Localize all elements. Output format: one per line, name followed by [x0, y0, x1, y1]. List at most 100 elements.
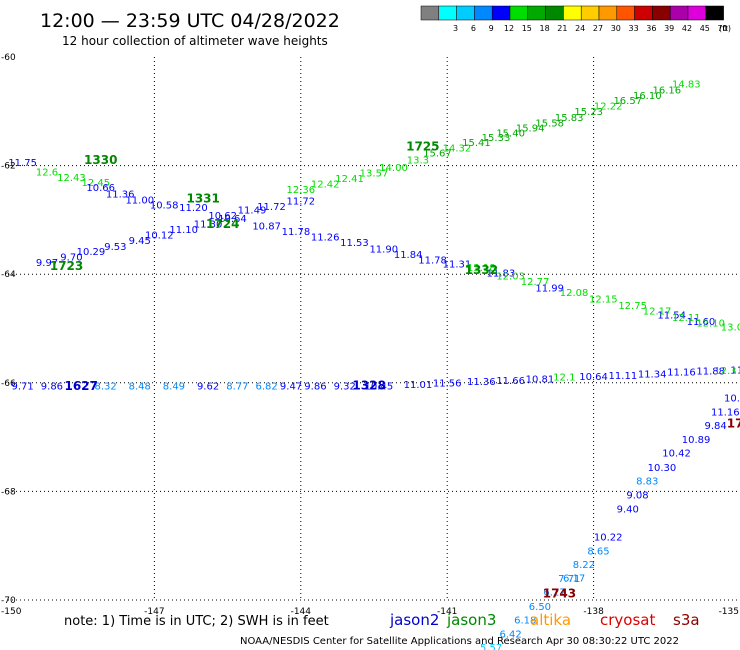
colorbar-swatch	[438, 5, 457, 21]
wave-height-value: 9.62	[197, 381, 219, 392]
colorbar-label: 6	[471, 24, 476, 33]
colorbar-swatch	[580, 5, 600, 21]
lat-lon-grid: -150 -147 -144 -141 -138 -135 -60 -62 -64 -66 -68 -…	[1, 53, 740, 617]
x-tick-label: -150	[1, 607, 22, 617]
wave-height-value: 11.34	[638, 369, 667, 380]
wave-height-value: 12.6	[36, 167, 58, 178]
wave-height-value: 15.40	[496, 128, 525, 139]
wave-height-value: 12.42	[311, 179, 340, 190]
wave-height-value: 9.08	[626, 490, 648, 501]
wave-height-value: 9.53	[104, 242, 126, 253]
wave-height-value: 9.84	[704, 421, 726, 432]
wave-height-value: 11.10	[169, 225, 198, 236]
wave-height-value: 5.57	[480, 643, 502, 650]
pass-number-label: 1627	[64, 379, 97, 393]
wave-height-value: 8.65	[587, 546, 609, 557]
wave-height-value: 8.48	[129, 381, 151, 392]
colorbar-swatch	[563, 5, 582, 21]
wave-height-value: 7.71	[558, 574, 580, 585]
wave-height-value: 12.10	[696, 318, 725, 329]
wave-height-value: 12.3	[714, 366, 736, 377]
pass-number-label: 1332	[465, 263, 498, 277]
wave-height-value: 16.16	[652, 85, 681, 96]
wave-height-value: 16.10	[633, 91, 662, 102]
wave-height-value: 11.00	[125, 196, 154, 207]
colorbar-label: 18	[540, 24, 550, 33]
colorbar-label: 9	[489, 24, 494, 33]
wave-height-value: 8.83	[636, 476, 658, 487]
colorbar-swatch	[527, 5, 546, 21]
units-note: note: 1) Time is in UTC; 2) SWH is in fe…	[64, 614, 329, 629]
wave-height-value: 11.66	[496, 376, 525, 387]
pass-labels: 1330 1331 1724 1725 1723 1332 1627 1328 1743 17	[50, 139, 740, 600]
pass-number-label: 1331	[186, 192, 219, 206]
wave-height-value: 9.45	[129, 236, 151, 247]
colorbar-swatch	[420, 5, 440, 21]
pass-number-label: 1725	[406, 139, 439, 153]
colorbar-label: 36	[646, 24, 656, 33]
wave-height-value: 12.03	[496, 272, 525, 283]
colorbar-swatch	[616, 5, 635, 21]
wave-height-value: 10.29	[77, 247, 106, 258]
wave-height-value: 11.31	[443, 260, 472, 271]
wave-height-value: 11.90	[369, 244, 398, 255]
colorbar-unit: (ft)	[719, 24, 731, 33]
wave-height-value: 15.83	[555, 113, 584, 124]
wave-height-value: 6.42	[500, 629, 522, 640]
y-tick-label: -66	[1, 379, 16, 389]
wave-height-value: 12.11	[672, 313, 701, 324]
wave-height-value: 10.42	[662, 449, 691, 460]
wave-height-value: 10.22	[594, 532, 623, 543]
wave-height-value: 11.54	[657, 311, 686, 322]
colorbar-swatch	[652, 5, 671, 21]
colorbar-swatch	[598, 5, 618, 21]
wave-height-value: 8.32	[94, 381, 116, 392]
colorbar-swatch	[474, 5, 493, 21]
wave-height-value: 6.18	[514, 615, 536, 626]
wave-height-value: 14.00	[379, 163, 408, 174]
wave-height-value: 10.7	[724, 393, 740, 404]
legend-cryosat: cryosat	[600, 611, 655, 629]
wave-height-value: 8.22	[573, 560, 595, 571]
y-tick-label: -60	[1, 53, 16, 63]
y-tick-label: -70	[1, 596, 16, 606]
chart-title: 12:00 — 23:59 UTC 04/28/2022	[40, 10, 340, 32]
wave-height-value: 10.30	[648, 463, 677, 474]
wave-height-value: 11.75	[8, 158, 37, 169]
wave-height-value: 11.72	[257, 202, 286, 213]
pass-number-label: 1330	[84, 153, 117, 167]
colorbar-swatch	[491, 5, 511, 21]
y-tick-label: -62	[1, 162, 16, 172]
pass-number-label: 17	[727, 416, 740, 430]
wave-height-value: 11.99	[535, 284, 564, 295]
pass-number-label: 1743	[543, 586, 576, 600]
wave-height-value: 10.58	[150, 200, 179, 211]
wave-height-value: 11.36	[467, 377, 496, 388]
wave-height-value: 8.77	[226, 381, 248, 392]
colorbar-label: 3	[453, 24, 458, 33]
wave-height-value: 11.78	[418, 255, 447, 266]
wave-height-value: 12.15	[589, 294, 618, 305]
colorbar-swatch	[687, 5, 707, 21]
wave-height-value: 6.17	[563, 574, 585, 585]
colorbar-label: 70	[718, 24, 728, 33]
colorbar-label: 12	[504, 24, 514, 33]
wave-height-value: 11.36	[106, 190, 135, 201]
wave-height-value: 12.22	[594, 102, 623, 113]
wave-height-value: 11.16	[667, 368, 696, 379]
y-tick-label: -68	[1, 487, 16, 497]
wave-height-value: 11.88	[696, 367, 725, 378]
y-tick-label: -64	[1, 270, 16, 280]
colorbar-swatch	[669, 5, 689, 21]
wave-height-value: 10.64	[218, 214, 247, 225]
wave-height-value: 9.47	[280, 381, 302, 392]
wave-height-value: 9.97	[36, 258, 58, 269]
wave-height-value: 11.20	[179, 203, 208, 214]
colorbar-label: 45	[700, 24, 710, 33]
colorbar-swatch	[456, 5, 475, 21]
wave-height-value: 9.71	[12, 381, 34, 392]
wave-height-value: 11.83	[487, 268, 516, 279]
wave-height-value: 11.78	[282, 227, 311, 238]
wave-height-value: 9.32	[334, 381, 356, 392]
wave-height-value: 15.94	[516, 123, 545, 134]
